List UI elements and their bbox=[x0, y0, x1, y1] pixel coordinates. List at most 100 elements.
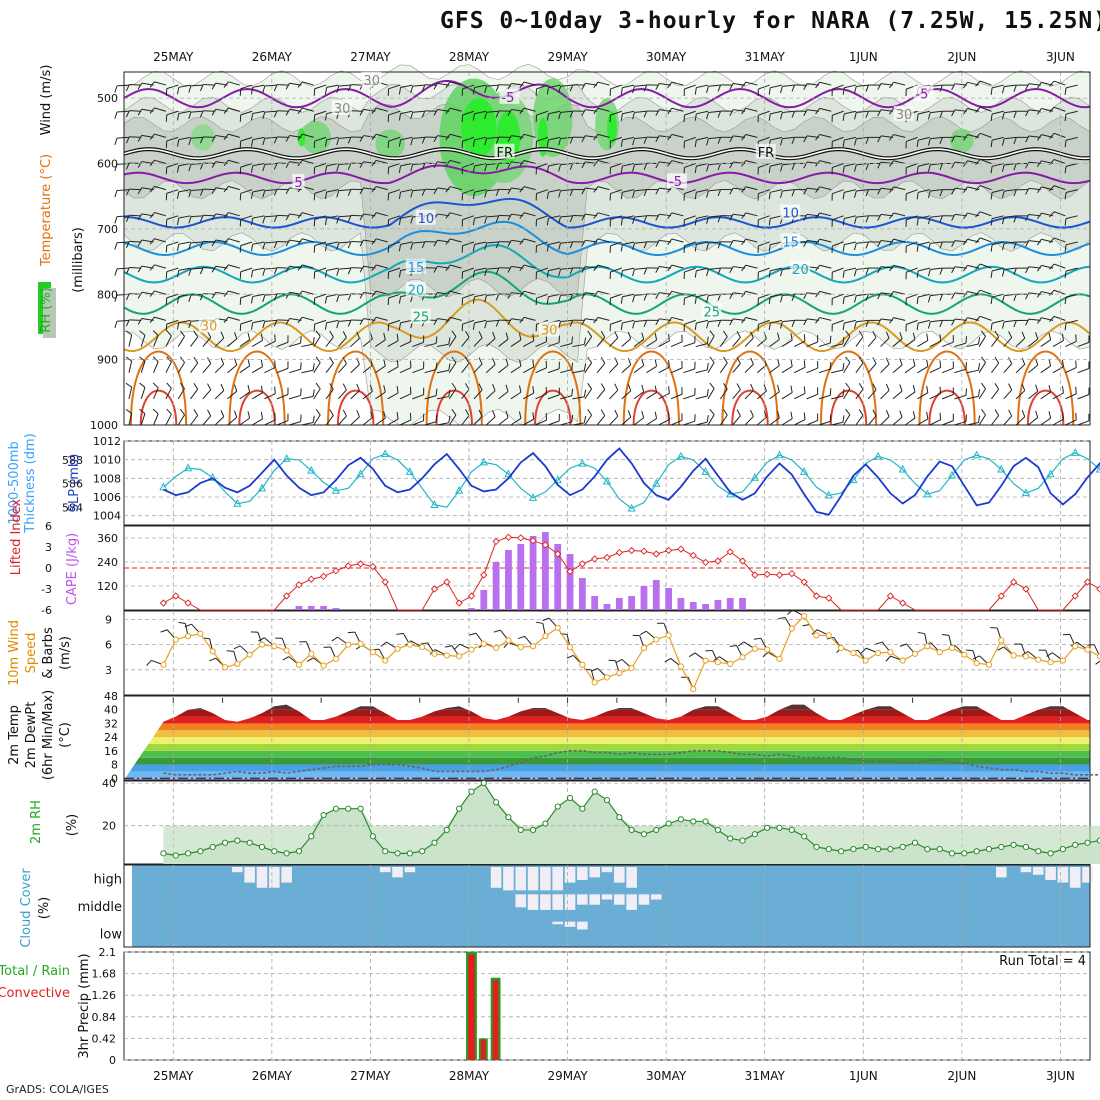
upper-wind-barb bbox=[1053, 211, 1066, 217]
date-label-top: 29MAY bbox=[547, 50, 588, 64]
panel-label: (m/s) bbox=[58, 636, 73, 670]
lifted-index-marker bbox=[430, 585, 439, 593]
upper-wind-barb bbox=[560, 267, 573, 270]
upper-wind-barb bbox=[709, 382, 715, 389]
cloud-cell-high bbox=[601, 867, 613, 873]
upper-wind-barb bbox=[1004, 110, 1017, 114]
upper-wind-barb bbox=[396, 359, 399, 367]
upper-wind-barb bbox=[854, 217, 857, 225]
lifted-index-marker bbox=[159, 599, 168, 607]
upper-wind-barb bbox=[708, 136, 721, 140]
upper-wind-barb bbox=[951, 135, 956, 143]
upper-wind-barb bbox=[939, 320, 943, 328]
upper-wind-barb bbox=[1001, 243, 1005, 251]
upper-wind-barb bbox=[137, 187, 143, 194]
upper-wind-barb bbox=[581, 109, 586, 116]
thickness-marker bbox=[1071, 448, 1080, 456]
upper-wind-barb bbox=[865, 189, 870, 197]
upper-wind-barb bbox=[240, 189, 253, 194]
upper-wind-barb bbox=[951, 318, 956, 326]
upper-wind-barb bbox=[116, 215, 129, 218]
upper-wind-barb bbox=[518, 411, 522, 419]
precip-convective-bar bbox=[468, 954, 475, 1060]
upper-wind-barb bbox=[302, 107, 314, 112]
pressure-tick-label: 600 bbox=[97, 158, 118, 171]
upper-wind-barb bbox=[179, 382, 185, 389]
upper-wind-barb bbox=[560, 395, 572, 400]
cloud-cell-high bbox=[490, 867, 502, 888]
upper-wind-barb bbox=[912, 411, 916, 419]
cloud-level-label: high bbox=[94, 873, 122, 888]
upper-wind-barb bbox=[880, 213, 893, 217]
upper-wind-barb bbox=[264, 241, 277, 244]
upper-wind-barb bbox=[723, 356, 728, 364]
upper-wind-barb bbox=[375, 264, 388, 269]
upper-wind-barb bbox=[729, 240, 734, 247]
upper-wind-barb bbox=[149, 107, 155, 114]
cloud-cell-low bbox=[564, 921, 576, 927]
upper-wind-barb bbox=[177, 336, 185, 347]
upper-wind-barb bbox=[622, 319, 635, 324]
upper-wind-barb bbox=[371, 212, 377, 219]
wind-tick-label: 3 bbox=[105, 664, 112, 677]
upper-wind-barb bbox=[978, 388, 986, 400]
upper-wind-barb bbox=[347, 215, 352, 223]
upper-wind-barb bbox=[634, 136, 647, 140]
wind-speed-marker bbox=[751, 645, 758, 652]
upper-wind-barb bbox=[227, 338, 238, 347]
upper-wind-barb bbox=[1021, 410, 1026, 417]
upper-wind-barb bbox=[190, 136, 203, 139]
upper-wind-barb bbox=[273, 241, 278, 249]
upper-wind-barb bbox=[621, 416, 632, 426]
upper-wind-barb bbox=[137, 265, 143, 273]
upper-wind-barb bbox=[338, 415, 347, 426]
upper-wind-barb bbox=[558, 269, 562, 277]
thickness-line bbox=[163, 452, 1100, 510]
upper-wind-barb bbox=[166, 241, 179, 247]
upper-wind-barb bbox=[1040, 417, 1051, 426]
upper-wind-barb bbox=[717, 267, 722, 275]
upper-wind-barb bbox=[398, 191, 402, 200]
temperature-contour bbox=[123, 244, 1091, 284]
upper-wind-barb bbox=[916, 218, 919, 226]
upper-wind-barb bbox=[302, 81, 314, 86]
upper-wind-barb bbox=[572, 396, 585, 400]
upper-wind-barb bbox=[247, 411, 251, 419]
temperature-contour bbox=[336, 389, 375, 426]
upper-wind-barb bbox=[745, 317, 758, 321]
upper-wind-barb bbox=[794, 419, 806, 426]
upper-wind-barb bbox=[484, 321, 488, 329]
upper-wind-barb bbox=[474, 241, 487, 245]
upper-wind-barb bbox=[1021, 383, 1026, 391]
upper-wind-barb bbox=[203, 84, 216, 86]
upper-wind-barb bbox=[329, 383, 334, 390]
upper-wind-barb bbox=[1053, 132, 1066, 138]
wind-speed-marker bbox=[431, 650, 438, 657]
upper-wind-barb bbox=[912, 332, 916, 340]
upper-wind-barb bbox=[445, 107, 451, 115]
upper-wind-barb bbox=[536, 189, 549, 194]
panel-label: 2m Temp bbox=[7, 705, 22, 765]
upper-wind-barb bbox=[694, 244, 697, 252]
upper-wind-barb bbox=[359, 135, 364, 142]
upper-wind-barb bbox=[484, 138, 488, 146]
upper-wind-barb bbox=[741, 238, 747, 246]
wind-speed-marker bbox=[517, 644, 524, 651]
upper-wind-barb bbox=[1064, 270, 1067, 278]
upper-wind-barb bbox=[1008, 357, 1013, 364]
upper-wind-barb bbox=[1001, 321, 1005, 329]
upper-wind-barb bbox=[954, 213, 967, 217]
upper-wind-barb bbox=[190, 84, 203, 87]
surface-wind-barb bbox=[542, 617, 550, 622]
lifted-index-marker bbox=[751, 571, 759, 579]
upper-wind-barb bbox=[412, 84, 425, 87]
upper-wind-barb bbox=[518, 333, 522, 341]
upper-wind-barb bbox=[324, 296, 328, 304]
upper-wind-barb bbox=[918, 136, 930, 141]
upper-wind-barb bbox=[273, 136, 278, 144]
upper-wind-barb bbox=[842, 244, 845, 252]
upper-wind-barb bbox=[768, 113, 771, 121]
upper-wind-barb bbox=[991, 163, 1004, 167]
upper-wind-barb bbox=[917, 418, 929, 426]
upper-wind-barb bbox=[1077, 394, 1090, 400]
